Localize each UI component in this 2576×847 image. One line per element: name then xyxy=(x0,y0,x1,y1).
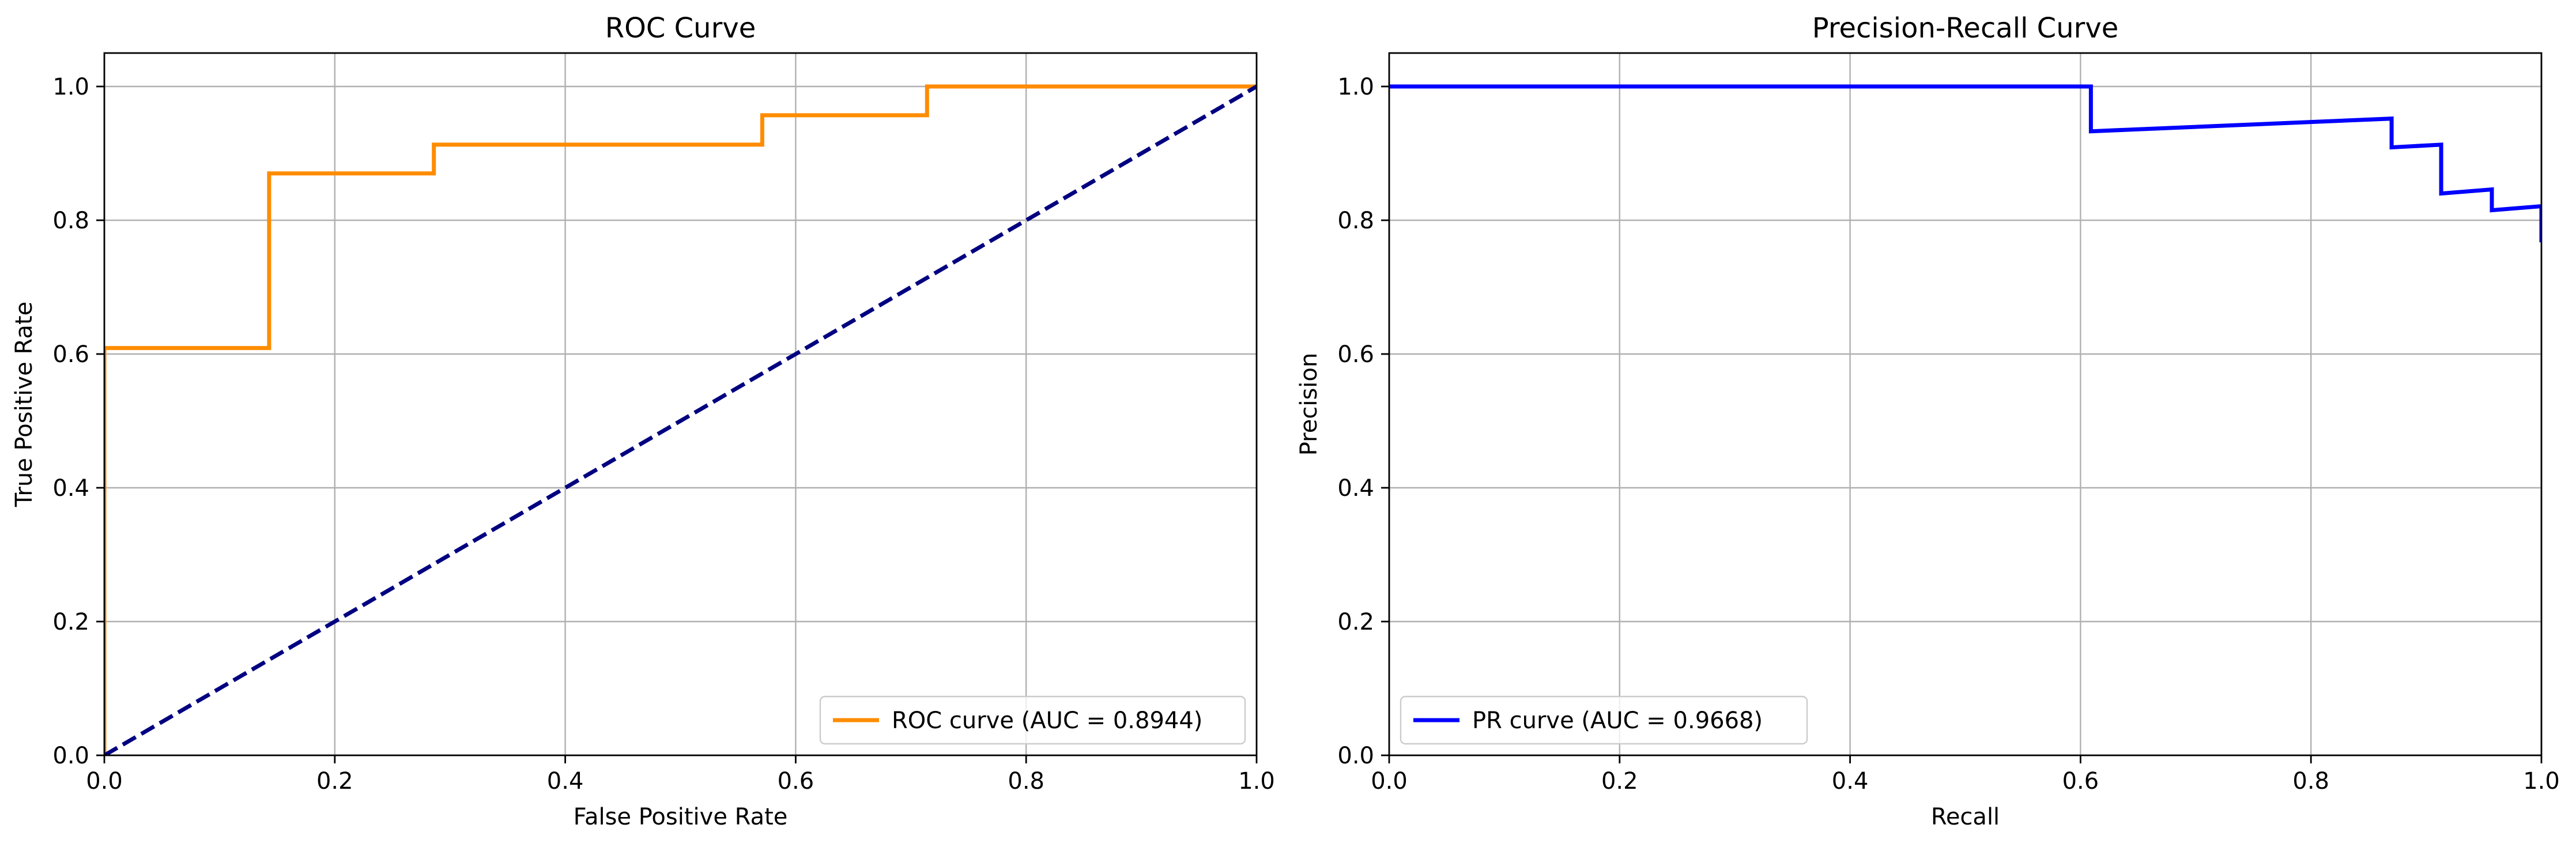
x-tick-label: 0.0 xyxy=(1371,768,1408,795)
y-tick-label: 0.4 xyxy=(1337,475,1374,502)
x-tick-label: 0.4 xyxy=(547,768,584,795)
y-tick-label: 0.0 xyxy=(1337,743,1374,769)
legend: PR curve (AUC = 0.9668) xyxy=(1400,695,1808,745)
y-tick-label: 0.8 xyxy=(1337,208,1374,234)
legend: ROC curve (AUC = 0.8944) xyxy=(819,695,1246,745)
reference-diagonal-line xyxy=(104,84,1257,755)
y-tick-label: 1.0 xyxy=(52,74,89,100)
x-tick-label: 0.8 xyxy=(1008,768,1044,795)
y-tick-label: 0.2 xyxy=(1337,609,1374,635)
x-tick-label: 0.6 xyxy=(778,768,814,795)
y-tick-label: 1.0 xyxy=(1337,74,1374,100)
grid xyxy=(1388,53,2543,756)
x-tick-label: 1.0 xyxy=(1238,768,1275,795)
y-tick-label: 0.0 xyxy=(52,743,89,769)
x-tick-label: 0.8 xyxy=(2292,768,2329,795)
axes-frame xyxy=(103,52,1258,756)
chart-panel-2: 0.0 0.2 0.4 0.6 0.8 1.0 0.0 0.2 0.4 0.6 0.8 1.0 Prec… xyxy=(1296,12,2560,830)
y-tick-label: 0.6 xyxy=(1337,341,1374,368)
legend-box xyxy=(819,695,1246,745)
chart-panel-1: 0.0 0.2 0.4 0.6 0.8 1.0 0.0 0.2 0.4 0.6 0.8 1.0 ROC … xyxy=(11,12,1275,830)
chart-title: Precision-Recall Curve xyxy=(1812,12,2119,44)
x-axis-label: False Positive Rate xyxy=(574,804,788,830)
y-axis-label: True Positive Rate xyxy=(11,302,37,507)
y-tick-label: 0.2 xyxy=(52,609,89,635)
series-line-1 xyxy=(104,84,1257,755)
x-tick-label: 0.6 xyxy=(2062,768,2099,795)
legend-label: PR curve (AUC = 0.9668) xyxy=(1472,707,1763,734)
legend-box xyxy=(1400,695,1808,745)
chart-title: ROC Curve xyxy=(605,12,756,44)
y-tick-label: 0.6 xyxy=(52,341,89,368)
legend-label: ROC curve (AUC = 0.8944) xyxy=(892,707,1202,734)
axes-frame xyxy=(1388,52,2543,756)
x-tick-label: 0.2 xyxy=(316,768,353,795)
y-axis-label: Precision xyxy=(1296,353,1322,456)
x-tick-label: 0.4 xyxy=(1832,768,1869,795)
x-axis-label: Recall xyxy=(1931,804,2000,830)
x-tick-label: 0.0 xyxy=(86,768,123,795)
x-tick-label: 0.2 xyxy=(1601,768,1638,795)
x-tick-label: 1.0 xyxy=(2523,768,2560,795)
y-tick-label: 0.8 xyxy=(52,208,89,234)
grid xyxy=(103,53,1258,756)
series-line-1 xyxy=(1389,84,2541,243)
y-tick-label: 0.4 xyxy=(52,475,89,502)
